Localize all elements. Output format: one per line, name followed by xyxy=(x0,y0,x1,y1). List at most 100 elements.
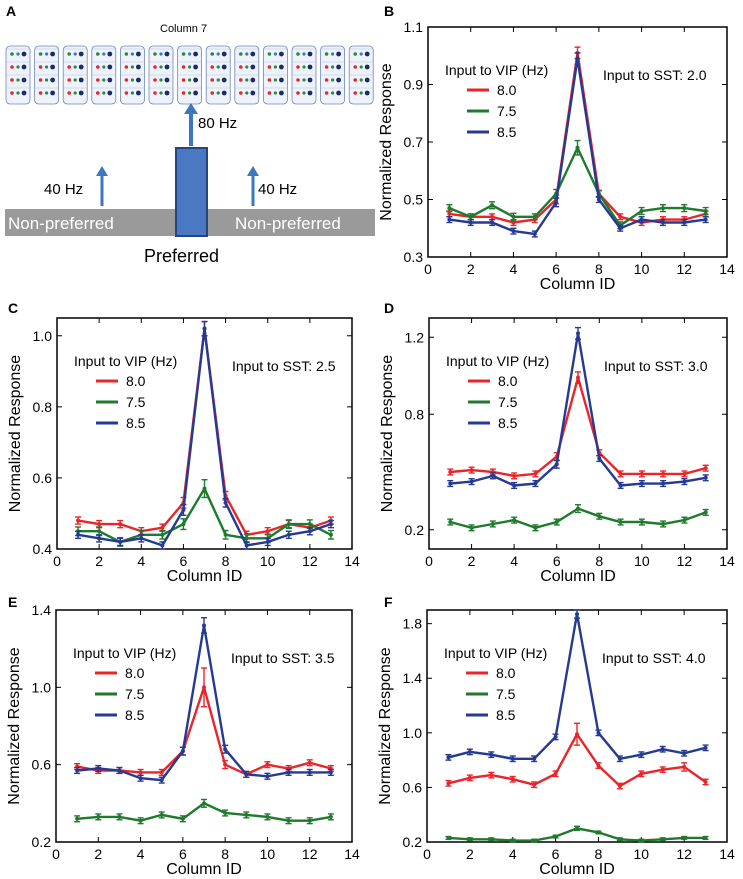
data-point xyxy=(76,518,81,523)
data-point xyxy=(703,217,708,222)
data-point xyxy=(160,543,165,548)
y-axis-label: Normalized Response xyxy=(379,355,396,513)
data-point xyxy=(328,532,333,537)
data-point xyxy=(490,473,495,478)
data-point xyxy=(244,772,249,777)
sst-input-annotation: Input to SST: 3.5 xyxy=(231,650,335,666)
series-8-0 xyxy=(74,667,334,778)
data-point xyxy=(469,468,474,473)
data-point xyxy=(75,768,80,773)
data-point xyxy=(223,747,228,752)
data-point xyxy=(512,483,517,488)
legend: Input to VIP (Hz) 8.0 7.5 8.5 xyxy=(74,353,177,431)
legend-entry: 8.0 xyxy=(498,373,518,389)
data-point xyxy=(660,747,665,752)
data-point xyxy=(703,475,708,480)
data-point xyxy=(532,782,537,787)
panel-letter-c: C xyxy=(8,300,18,316)
cortical-column-icon xyxy=(234,45,260,105)
data-point xyxy=(202,801,206,806)
x-tick-label: 14 xyxy=(344,553,360,569)
data-point xyxy=(639,209,644,213)
data-point xyxy=(75,816,80,821)
data-point xyxy=(265,539,270,544)
x-tick-label: 12 xyxy=(302,846,318,862)
chart-panel-b: B 0 2 4 6 8 10 12 14 0.3 0.5 0.7 0.9 1.1 Column ID Norm… xyxy=(378,3,735,293)
y-tick-label: 0.7 xyxy=(404,134,424,150)
chart-panel-c: C 0 2 4 6 8 10 12 14 0.4 0.6 0.8 1.0 Column ID Normali… xyxy=(7,300,360,585)
x-tick-label: 2 xyxy=(466,846,474,862)
data-point xyxy=(489,837,494,842)
data-point xyxy=(703,209,708,213)
data-point xyxy=(576,375,580,380)
data-point xyxy=(682,479,687,484)
y-tick-label: 0.5 xyxy=(404,192,424,208)
data-point xyxy=(180,816,185,821)
x-tick-label: 10 xyxy=(634,261,650,277)
y-tick-label: 0.9 xyxy=(404,77,424,93)
data-point xyxy=(575,56,580,61)
data-point xyxy=(447,217,452,222)
data-point xyxy=(596,830,601,835)
left-input-arrow-icon xyxy=(96,166,108,176)
data-point xyxy=(447,211,452,216)
y-axis-label: Normalized Response xyxy=(7,355,24,513)
data-point xyxy=(575,732,579,737)
data-point xyxy=(596,730,601,735)
y-axis-label: Normalized Response xyxy=(378,63,395,221)
data-point xyxy=(703,835,708,840)
data-point xyxy=(202,685,206,690)
series-8-5 xyxy=(447,326,709,490)
x-tick-label: 2 xyxy=(94,846,102,862)
data-point xyxy=(489,773,494,778)
data-point xyxy=(510,838,515,843)
data-point xyxy=(703,779,708,784)
data-point xyxy=(618,226,623,231)
y-tick-label: 1.8 xyxy=(403,616,423,632)
data-point xyxy=(703,510,708,515)
x-tick-label: 14 xyxy=(719,846,735,862)
legend-entry: 7.5 xyxy=(496,686,516,702)
data-point xyxy=(596,197,601,202)
series-7-5 xyxy=(74,798,334,825)
legend-entry: 8.5 xyxy=(125,707,145,723)
data-point xyxy=(307,522,312,527)
legend: Input to VIP (Hz) 8.0 7.5 8.5 xyxy=(444,645,547,723)
data-point xyxy=(490,220,495,225)
data-point xyxy=(617,784,622,789)
y-axis-label: Normalized Response xyxy=(6,647,23,805)
x-tick-label: 8 xyxy=(595,261,603,277)
data-point xyxy=(286,770,291,775)
data-point xyxy=(223,532,228,537)
data-point xyxy=(617,756,622,761)
legend: Input to VIP (Hz) 8.0 7.5 8.5 xyxy=(73,645,176,723)
legend-title: Input to VIP (Hz) xyxy=(74,353,177,369)
cortical-column-icon xyxy=(34,45,59,105)
cortical-column-icon xyxy=(348,45,374,105)
data-point xyxy=(575,145,580,150)
x-tick-label: 12 xyxy=(676,846,692,862)
data-point xyxy=(553,734,558,739)
x-tick-label: 2 xyxy=(467,261,475,277)
x-axis-label: Column ID xyxy=(539,861,615,878)
data-point xyxy=(265,814,270,819)
legend-title: Input to VIP (Hz) xyxy=(444,645,547,661)
panel-letter-a: A xyxy=(6,3,16,19)
y-tick-label: 0.6 xyxy=(33,470,53,486)
x-tick-label: 4 xyxy=(137,846,145,862)
legend-entry: 7.5 xyxy=(125,686,145,702)
data-point xyxy=(639,471,644,476)
data-point xyxy=(596,763,601,768)
x-axis-label: Column ID xyxy=(540,276,616,293)
data-point xyxy=(512,518,517,523)
data-point xyxy=(468,214,473,219)
y-tick-label: 0.2 xyxy=(405,522,425,538)
data-point xyxy=(660,206,665,211)
cortical-column-icon xyxy=(120,45,145,105)
data-point xyxy=(467,775,472,780)
series-7-5 xyxy=(445,825,709,843)
x-tick-label: 0 xyxy=(53,553,61,569)
y-tick-label: 1.0 xyxy=(33,328,53,344)
x-tick-label: 14 xyxy=(719,261,735,277)
schematic-panel: A Column 7 Non-preferred Non-preferred P… xyxy=(5,3,375,266)
